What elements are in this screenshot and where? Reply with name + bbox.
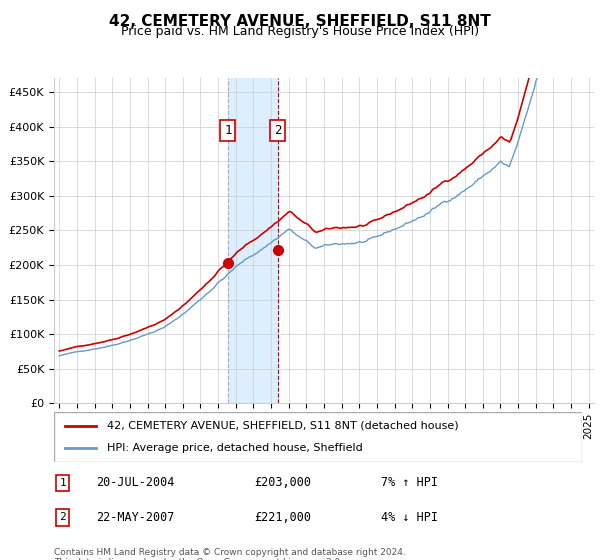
Text: Price paid vs. HM Land Registry's House Price Index (HPI): Price paid vs. HM Land Registry's House … (121, 25, 479, 38)
Text: 2: 2 (274, 124, 281, 137)
Text: 1: 1 (59, 478, 66, 488)
Text: 42, CEMETERY AVENUE, SHEFFIELD, S11 8NT: 42, CEMETERY AVENUE, SHEFFIELD, S11 8NT (109, 14, 491, 29)
Text: 4% ↓ HPI: 4% ↓ HPI (382, 511, 439, 524)
Text: 42, CEMETERY AVENUE, SHEFFIELD, S11 8NT (detached house): 42, CEMETERY AVENUE, SHEFFIELD, S11 8NT … (107, 421, 458, 431)
Text: 2: 2 (59, 512, 66, 522)
Bar (228, 78, 278, 403)
Text: Contains HM Land Registry data © Crown copyright and database right 2024.
This d: Contains HM Land Registry data © Crown c… (54, 548, 406, 560)
Text: £221,000: £221,000 (254, 511, 311, 524)
Text: 22-MAY-2007: 22-MAY-2007 (96, 511, 175, 524)
Text: 1: 1 (224, 124, 232, 137)
FancyBboxPatch shape (54, 412, 582, 462)
Text: £203,000: £203,000 (254, 477, 311, 489)
Text: 20-JUL-2004: 20-JUL-2004 (96, 477, 175, 489)
Text: HPI: Average price, detached house, Sheffield: HPI: Average price, detached house, Shef… (107, 443, 362, 453)
Text: 7% ↑ HPI: 7% ↑ HPI (382, 477, 439, 489)
